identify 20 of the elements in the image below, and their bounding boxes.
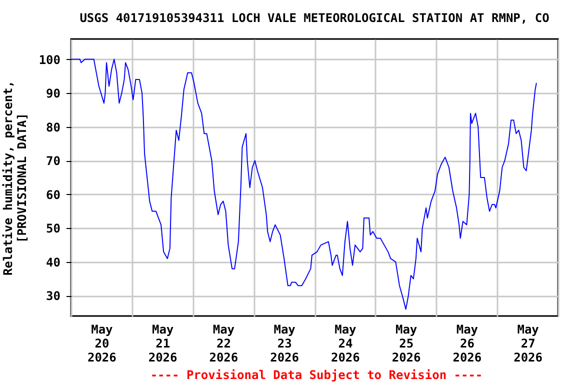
x-tick-label: May 23 2026 xyxy=(270,322,300,364)
line-series xyxy=(71,58,537,310)
y-tick-label: 60 xyxy=(46,188,60,202)
text: ---- Provisional Data Subject to Revision ---- xyxy=(150,368,483,382)
chart-title: USGS 401719105394311 LOCH VALE METEOROLOGICAL STATION AT RMNP, CO xyxy=(80,11,550,25)
y-tick-label: 30 xyxy=(46,289,60,304)
x-tick-label: May 20 2026 xyxy=(87,322,116,364)
y-axis-title: Relative humidity, percent, [PROVISIONAL DATA] xyxy=(0,80,29,276)
y-tick-label: 80 xyxy=(46,120,60,134)
x-tick-label: May 24 2026 xyxy=(330,322,360,364)
y-tick-label: 90 xyxy=(46,86,60,101)
x-tick-label: May 22 2026 xyxy=(209,322,238,364)
x-tick-label: May 21 2026 xyxy=(148,322,178,364)
x-tick-label: May 25 2026 xyxy=(392,322,421,364)
y-tick-label: 70 xyxy=(46,154,60,168)
x-tick-label: May 27 2026 xyxy=(514,322,543,364)
y-tick-label: 50 xyxy=(46,222,60,236)
x-tick-label: May 26 2026 xyxy=(452,322,482,364)
y-tick-label: 40 xyxy=(46,255,60,270)
y-tick-label: 100 xyxy=(38,52,60,67)
